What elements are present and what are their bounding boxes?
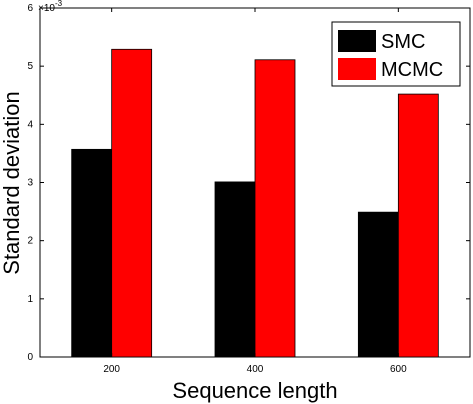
y-tick-label: 1 — [27, 294, 33, 305]
y-exponent-power: -3 — [55, 0, 63, 8]
x-ticks-layer: 200 400 600 — [103, 8, 407, 375]
x-tick-label: 400 — [247, 364, 264, 375]
legend-label-smc: SMC — [381, 31, 425, 53]
legend-swatch-smc — [338, 30, 376, 52]
bar-smc-200 — [71, 148, 113, 358]
y-tick-label: 4 — [27, 119, 33, 130]
bar-smc-400 — [214, 181, 256, 358]
y-tick-label: 2 — [27, 236, 33, 247]
bars-layer — [71, 48, 439, 358]
y-tick-label: 5 — [27, 61, 33, 72]
y-tick-label: 6 — [27, 3, 33, 14]
y-ticks-layer: 0 1 2 3 4 5 6 — [27, 3, 470, 363]
bar-mcmc-600 — [397, 93, 439, 358]
y-exponent-label: ×10-3 — [38, 0, 63, 14]
legend: SMC MCMC — [331, 21, 461, 87]
legend-label-mcmc: MCMC — [381, 59, 443, 81]
bar-mcmc-200 — [111, 48, 153, 358]
x-tick-label: 200 — [103, 364, 120, 375]
bar-mcmc-400 — [254, 59, 296, 358]
x-axis-label: Sequence length — [172, 378, 337, 403]
y-axis-label: Standard deviation — [0, 91, 24, 274]
y-tick-label: 0 — [27, 352, 33, 363]
bar-smc-600 — [357, 211, 399, 358]
legend-swatch-mcmc — [338, 58, 376, 80]
y-tick-label: 3 — [27, 178, 33, 189]
y-exponent-base: ×10 — [38, 3, 55, 14]
x-tick-label: 600 — [390, 364, 407, 375]
